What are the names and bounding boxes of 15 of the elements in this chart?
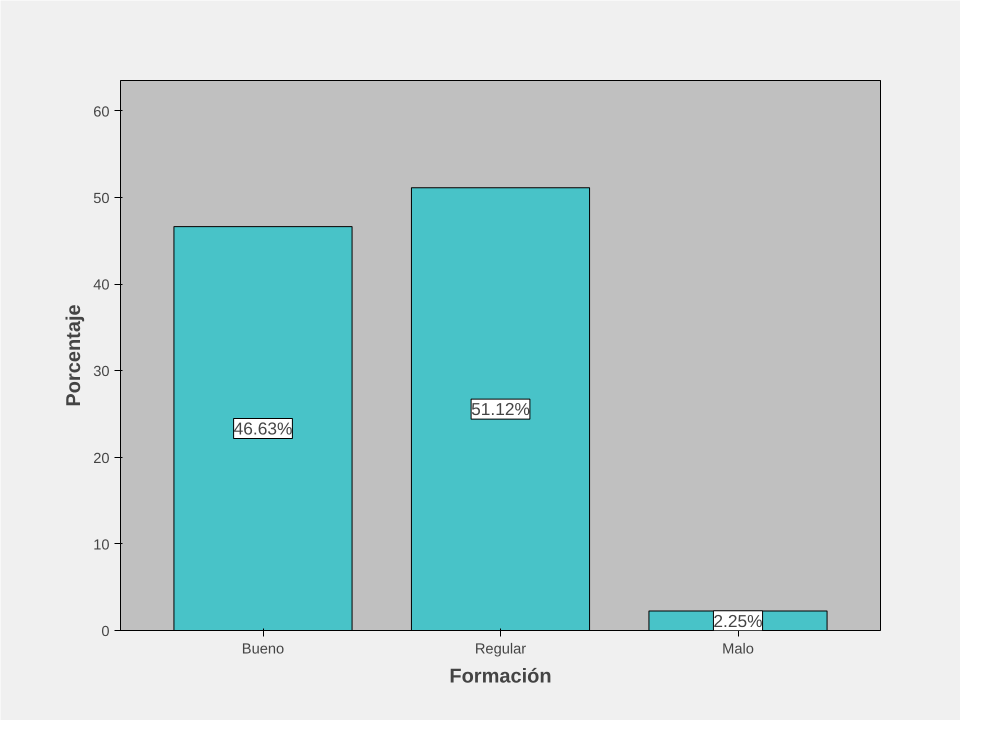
y-axis-title: Porcentaje	[63, 304, 86, 407]
x-tick-label: Malo	[722, 642, 754, 658]
x-tick-label: Regular	[474, 642, 526, 658]
y-tick-label: 20	[93, 450, 110, 467]
data-label: 2.25%	[713, 610, 763, 631]
data-label: 51.12%	[471, 399, 530, 420]
y-tick-label: 10	[93, 537, 110, 554]
x-axis-title: Formación	[449, 666, 552, 688]
y-tick-label: 0	[101, 624, 110, 640]
y-tick-label: 30	[93, 364, 110, 380]
y-tick-label: 50	[93, 190, 110, 207]
data-label: 46.63%	[234, 418, 292, 439]
x-tick-label: Bueno	[242, 642, 284, 658]
y-tick-label: 40	[93, 278, 110, 294]
y-tick-label: 60	[93, 104, 110, 120]
